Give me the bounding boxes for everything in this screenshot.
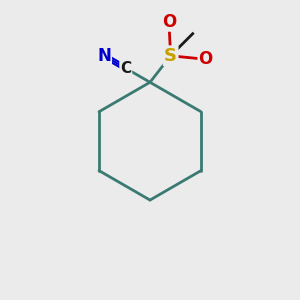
Text: C: C (120, 61, 131, 76)
Text: N: N (97, 47, 111, 65)
Text: O: O (198, 50, 212, 68)
Text: O: O (162, 13, 176, 31)
Text: S: S (164, 47, 177, 65)
